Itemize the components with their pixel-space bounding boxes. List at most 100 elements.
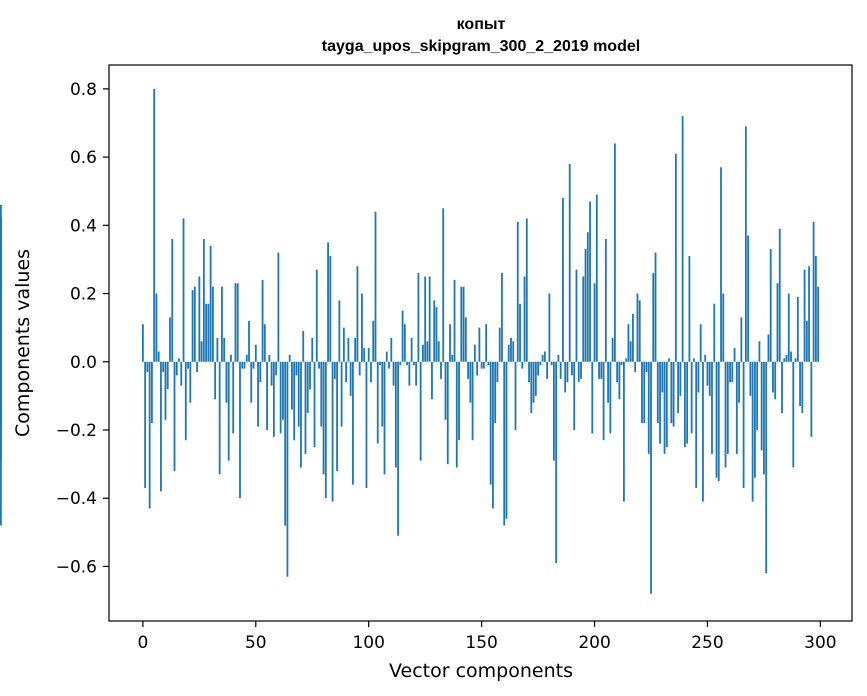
- bar: [302, 331, 305, 362]
- x-tick-label: 250: [691, 633, 723, 653]
- y-axis: −0.6 −0.4 −0.2 0.0 0.2 0.4 0.6 0.8: [56, 80, 109, 577]
- bar: [0, 218, 2, 362]
- bar: [300, 361, 302, 468]
- bar: [187, 361, 189, 369]
- bar: [376, 361, 379, 444]
- x-axis-label: Vector components: [389, 660, 573, 682]
- bar: [774, 361, 777, 400]
- y-axis-label: Components values: [12, 249, 34, 437]
- bar: [403, 324, 406, 362]
- bar: [248, 320, 250, 362]
- bar: [505, 361, 508, 519]
- bar: [354, 337, 357, 362]
- bar: [257, 361, 259, 427]
- bar: [239, 361, 241, 499]
- bar: [426, 341, 429, 362]
- bar: [753, 361, 756, 478]
- bar: [550, 361, 553, 366]
- bar: [528, 361, 530, 383]
- bar: [455, 361, 458, 468]
- bar: [772, 361, 774, 393]
- bar: [661, 361, 664, 393]
- bar: [263, 324, 266, 362]
- bar: [562, 198, 564, 362]
- bar: [342, 327, 345, 362]
- bar: [390, 337, 393, 362]
- bar: [291, 361, 293, 410]
- bar: [733, 348, 736, 362]
- bar: [306, 361, 309, 413]
- bar: [374, 211, 377, 362]
- bar: [593, 283, 596, 362]
- x-tick-label: 300: [804, 633, 836, 653]
- bar: [272, 361, 275, 437]
- bar: [496, 361, 499, 383]
- bar: [428, 276, 431, 362]
- y-tick-label: −0.2: [56, 421, 97, 441]
- bar: [261, 279, 264, 362]
- bar: [758, 341, 761, 362]
- bar: [250, 361, 253, 403]
- bar: [198, 276, 201, 362]
- bar: [584, 249, 587, 362]
- bar: [205, 303, 208, 362]
- bar: [715, 361, 718, 478]
- bar: [412, 361, 415, 366]
- bar: [225, 361, 228, 403]
- bar: [726, 361, 729, 454]
- bar: [650, 361, 652, 594]
- bar: [532, 361, 535, 403]
- bar: [482, 361, 485, 369]
- bar: [501, 273, 503, 362]
- bar: [697, 361, 700, 393]
- bar: [397, 361, 399, 536]
- bar: [408, 361, 411, 386]
- bar: [437, 341, 440, 362]
- bar: [151, 361, 153, 424]
- bar: [309, 361, 311, 390]
- bar: [304, 361, 307, 454]
- x-tick-label: 0: [137, 633, 148, 653]
- bar: [295, 361, 298, 376]
- bar: [252, 361, 255, 369]
- x-tick-label: 200: [578, 633, 610, 653]
- bar: [146, 361, 149, 372]
- bar: [313, 361, 316, 448]
- bar: [803, 269, 806, 362]
- bar: [699, 324, 702, 362]
- bar: [555, 361, 558, 564]
- bar: [266, 361, 268, 430]
- bar: [598, 361, 600, 379]
- bar: [566, 361, 569, 383]
- bar: [367, 348, 370, 362]
- bar: [372, 320, 375, 362]
- bar: [564, 361, 567, 393]
- bar: [731, 361, 734, 383]
- bar: [241, 361, 244, 369]
- x-axis: 0 50 100 150 200 250 300: [137, 621, 837, 653]
- bar: [801, 361, 804, 413]
- bar: [688, 256, 691, 362]
- bar: [796, 296, 799, 362]
- bar: [464, 317, 467, 362]
- bar: [663, 361, 666, 454]
- bar: [507, 344, 510, 362]
- bar: [365, 361, 368, 488]
- plot-frame: [108, 64, 853, 622]
- bar: [744, 126, 747, 362]
- y-tick-label: 0.2: [70, 285, 97, 305]
- bar: [216, 337, 219, 362]
- bar: [512, 341, 515, 362]
- bar: [322, 361, 325, 475]
- bar: [356, 266, 359, 362]
- bar-series: [0, 88, 820, 594]
- bar: [182, 218, 185, 362]
- bar: [695, 361, 698, 488]
- y-tick-label: −0.4: [56, 489, 97, 509]
- bar: [776, 283, 779, 362]
- bar: [446, 361, 449, 465]
- bar: [747, 235, 750, 362]
- bar: [643, 361, 646, 424]
- bar: [785, 354, 788, 362]
- bar: [440, 361, 442, 379]
